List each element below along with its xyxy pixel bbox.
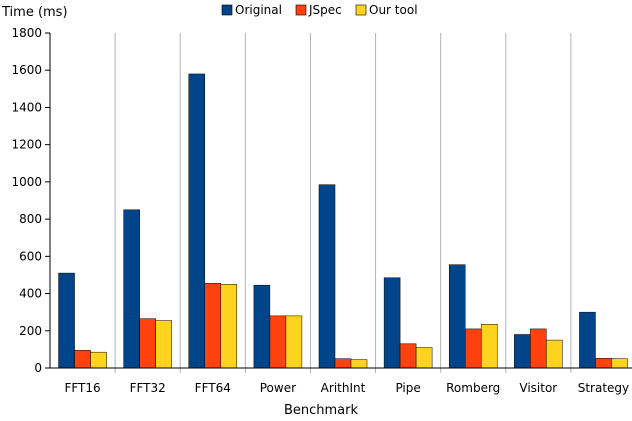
bar-our-tool-romberg — [480, 324, 498, 369]
bar-jspec-fft64 — [204, 283, 222, 369]
bar-jspec-fft16 — [74, 350, 91, 369]
legend: Original JSpec Our tool — [221, 3, 418, 17]
bar-jspec-pipe — [399, 343, 417, 369]
bar-original-fft32 — [123, 209, 140, 369]
y-tick-label: 1800 — [11, 26, 42, 40]
bar-jspec-romberg — [464, 328, 482, 369]
y-tick-label: 800 — [19, 212, 42, 226]
y-tick-label: 1200 — [11, 138, 42, 152]
grid-layer — [114, 33, 572, 373]
bar-our-tool-visitor — [546, 339, 563, 369]
tick-labels-layer: 0 200 400 600 800 1000 1200 1400 1600 1800 FFT16 FF… — [11, 26, 629, 395]
bar-original-power — [253, 284, 271, 369]
bar-jspec-fft32 — [139, 318, 156, 369]
x-tick-label: FFT32 — [130, 381, 166, 395]
x-tick-label: ArithInt — [321, 381, 366, 395]
bar-original-visitor — [514, 334, 531, 369]
y-tick-label: 400 — [19, 287, 42, 301]
legend-label-our-tool: Our tool — [369, 3, 418, 17]
bar-our-tool-power — [285, 315, 303, 369]
x-tick-label: Visitor — [519, 381, 557, 395]
bar-our-tool-arithint — [350, 359, 368, 369]
legend-swatch-jspec — [295, 4, 307, 16]
y-tick-label: 0 — [34, 361, 42, 375]
bar-our-tool-fft16 — [90, 351, 107, 369]
legend-swatch-original — [221, 4, 233, 16]
legend-swatch-our-tool — [355, 4, 367, 16]
x-tick-label: Strategy — [578, 381, 629, 395]
bar-jspec-strategy — [595, 358, 612, 369]
bar-jspec-visitor — [530, 328, 547, 369]
axis-layer — [45, 32, 632, 369]
bar-original-pipe — [383, 277, 401, 369]
y-axis-label: Time (ms) — [1, 5, 68, 20]
bar-our-tool-strategy — [611, 358, 628, 369]
bar-our-tool-fft32 — [155, 320, 172, 369]
y-tick-label: 1000 — [11, 175, 42, 189]
x-tick-label: Romberg — [446, 381, 500, 395]
bars-layer — [58, 73, 628, 369]
bar-original-fft16 — [58, 272, 75, 369]
bar-original-strategy — [579, 311, 596, 369]
y-tick-label: 200 — [19, 324, 42, 338]
legend-label-jspec: JSpec — [308, 3, 342, 17]
y-tick-label: 1400 — [11, 100, 42, 114]
x-tick-label: Pipe — [395, 381, 420, 395]
x-axis-label: Benchmark — [284, 403, 359, 418]
x-tick-label: Power — [260, 381, 296, 395]
x-tick-label: FFT16 — [64, 381, 100, 395]
y-tick-label: 600 — [19, 249, 42, 263]
bar-original-fft64 — [188, 73, 206, 369]
legend-label-original: Original — [235, 3, 282, 17]
bar-jspec-power — [269, 315, 287, 369]
bar-jspec-arithint — [334, 358, 352, 369]
bar-original-arithint — [318, 184, 336, 369]
bar-original-romberg — [448, 264, 466, 369]
bar-our-tool-pipe — [415, 347, 433, 369]
x-tick-label: FFT64 — [195, 381, 231, 395]
y-tick-label: 1600 — [11, 63, 42, 77]
bar-our-tool-fft64 — [220, 284, 238, 369]
